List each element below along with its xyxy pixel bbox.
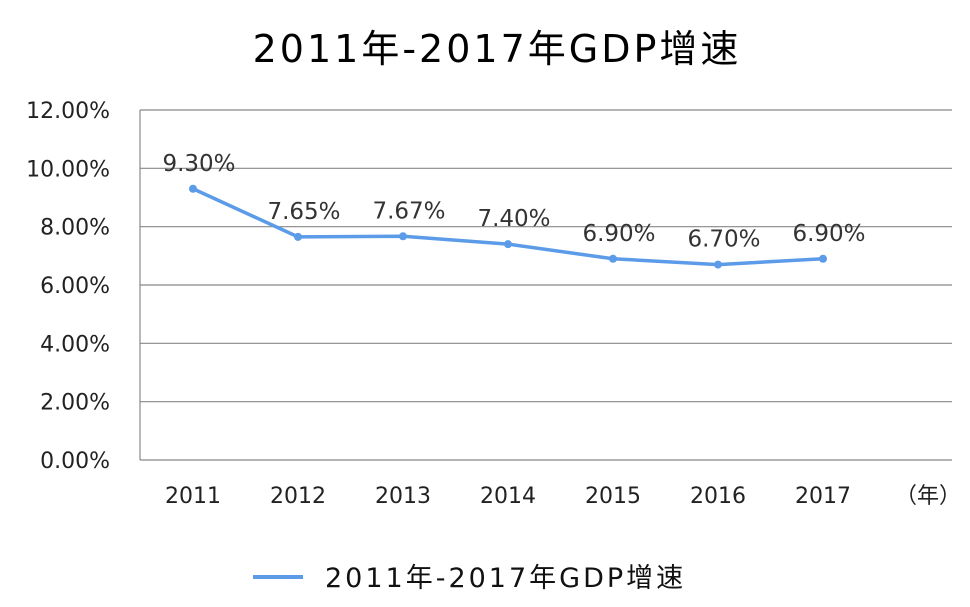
x-axis-unit-label: （年） — [895, 484, 961, 509]
y-tick-label: 12.00% — [26, 99, 110, 124]
x-tick-label: 2017 — [795, 484, 851, 509]
data-label: 6.70% — [687, 227, 760, 253]
data-label: 6.90% — [582, 221, 655, 247]
y-tick-label: 4.00% — [40, 332, 110, 357]
legend[interactable]: 2011年-2017年GDP增速 — [253, 563, 686, 594]
y-tick-label: 8.00% — [40, 216, 110, 241]
y-tick-label: 10.00% — [26, 157, 110, 182]
y-tick-label: 6.00% — [40, 274, 110, 299]
data-label: 6.90% — [792, 221, 865, 247]
data-point[interactable] — [504, 240, 512, 249]
data-point[interactable] — [294, 232, 302, 241]
chart-title: 2011年-2017年GDP增速 — [253, 27, 742, 71]
data-point[interactable] — [189, 184, 197, 193]
series — [189, 184, 827, 269]
y-axis-ticks: 0.00% 2.00% 4.00% 6.00% 8.00% 10.00% 12.00% — [26, 99, 110, 474]
data-point[interactable] — [399, 232, 407, 241]
grid — [140, 109, 952, 461]
y-tick-label: 0.00% — [40, 449, 110, 474]
data-label: 7.40% — [477, 206, 550, 232]
data-label: 7.67% — [372, 198, 445, 224]
x-tick-label: 2012 — [270, 484, 326, 509]
data-labels: 9.30% 7.65% 7.67% 7.40% 6.90% 6.70% 6.90% — [162, 151, 865, 253]
x-tick-label: 2016 — [690, 484, 746, 509]
x-axis-ticks: 2011 2012 2013 2014 2015 2016 2017 （年） — [165, 484, 961, 509]
x-tick-label: 2013 — [375, 484, 431, 509]
x-tick-label: 2015 — [585, 484, 641, 509]
x-tick-label: 2011 — [165, 484, 221, 509]
data-point[interactable] — [819, 254, 827, 263]
data-point[interactable] — [609, 254, 617, 263]
x-tick-label: 2014 — [480, 484, 536, 509]
data-label: 9.30% — [162, 151, 235, 177]
y-tick-label: 2.00% — [40, 391, 110, 416]
data-point[interactable] — [714, 260, 722, 269]
data-label: 7.65% — [267, 199, 340, 225]
legend-label: 2011年-2017年GDP增速 — [325, 563, 686, 594]
